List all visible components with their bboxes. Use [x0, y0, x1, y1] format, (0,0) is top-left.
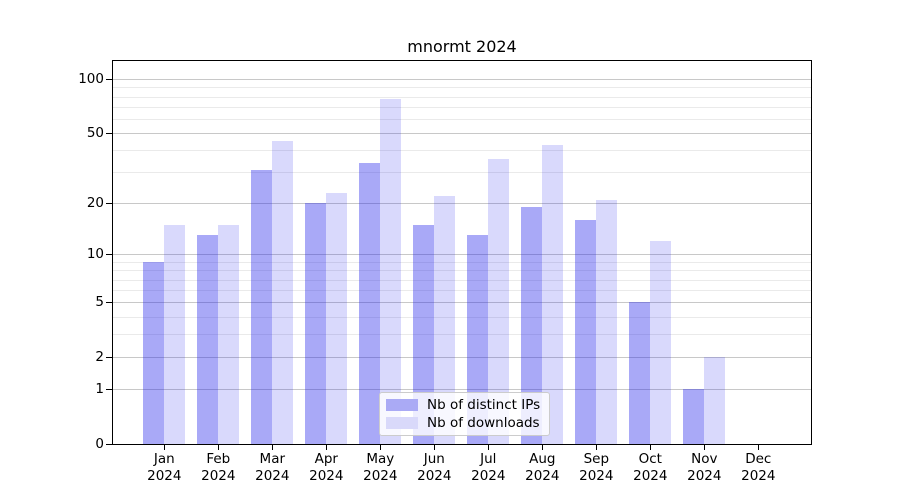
x-tick-mark	[163, 445, 166, 450]
legend-label-downloads: Nb of downloads	[427, 415, 540, 431]
y-tick-label: 50	[86, 125, 104, 142]
bar-ips	[413, 224, 435, 444]
x-tick-mark	[271, 445, 274, 450]
x-tick-label: Sep 2024	[579, 451, 614, 484]
legend-label-distinct-ips: Nb of distinct IPs	[427, 397, 541, 413]
major-gridline	[113, 133, 811, 135]
y-tick-mark	[106, 301, 112, 304]
minor-gridline	[113, 172, 811, 174]
major-gridline	[113, 357, 811, 359]
minor-gridline	[113, 96, 811, 98]
bar-ips	[197, 235, 219, 444]
y-tick-mark	[106, 356, 112, 358]
y-tick-mark	[106, 443, 112, 445]
minor-gridline	[113, 290, 811, 292]
x-tick-mark	[541, 445, 544, 450]
minor-gridline	[113, 316, 811, 318]
bar-downloads	[596, 199, 618, 444]
major-gridline	[113, 389, 811, 391]
legend-item-downloads: Nb of downloads	[386, 415, 543, 431]
bar-ips	[251, 170, 273, 444]
y-tick-label: 20	[86, 195, 104, 212]
y-tick-label: 100	[78, 71, 104, 88]
x-tick-mark	[487, 445, 490, 450]
bar-downloads	[380, 98, 402, 444]
y-tick-mark	[106, 132, 112, 134]
bar-downloads	[650, 241, 672, 444]
x-tick-label: Aug 2024	[525, 451, 560, 484]
minor-gridline	[113, 150, 811, 152]
bar-ips	[575, 220, 597, 444]
x-tick-mark	[649, 445, 652, 450]
x-tick-label: Mar 2024	[255, 451, 290, 484]
x-tick-mark	[217, 445, 220, 450]
major-gridline	[113, 302, 811, 304]
x-tick-label: Nov 2024	[687, 451, 722, 484]
x-tick-label: Feb 2024	[201, 451, 236, 484]
bar-ips	[359, 162, 381, 444]
y-tick-label: 0	[95, 436, 104, 452]
major-gridline	[113, 203, 811, 205]
minor-gridline	[113, 106, 811, 108]
x-tick-label: Jan 2024	[147, 451, 182, 484]
minor-gridline	[113, 270, 811, 272]
minor-gridline	[113, 334, 811, 336]
y-tick-label: 5	[95, 294, 104, 311]
legend-swatch-distinct-ips-icon	[386, 399, 418, 411]
bar-downloads	[704, 357, 726, 444]
x-tick-mark	[595, 445, 598, 450]
x-tick-label: Apr 2024	[309, 451, 344, 484]
bar-ips	[467, 235, 489, 444]
bar-ips	[629, 302, 651, 444]
x-tick-label: Dec 2024	[741, 451, 776, 484]
x-tick-label: Jul 2024	[471, 451, 506, 484]
legend: Nb of distinct IPs Nb of downloads	[379, 392, 550, 436]
minor-gridline	[113, 87, 811, 89]
bar-downloads	[218, 224, 240, 444]
y-tick-mark	[106, 202, 112, 205]
x-tick-mark	[433, 445, 436, 450]
y-tick-mark	[106, 388, 112, 390]
x-tick-mark	[757, 445, 760, 450]
minor-gridline	[113, 279, 811, 281]
y-tick-mark	[106, 78, 112, 80]
plot-area	[112, 60, 812, 445]
y-tick-mark	[106, 253, 112, 256]
x-tick-mark	[379, 445, 382, 450]
bar-downloads	[542, 144, 564, 444]
bar-downloads	[164, 224, 186, 444]
y-tick-label: 2	[95, 349, 104, 366]
bar-ips	[521, 207, 543, 444]
x-tick-label: Oct 2024	[633, 451, 668, 484]
y-tick-label: 10	[86, 246, 104, 263]
x-tick-mark	[703, 445, 706, 450]
bar-downloads	[488, 158, 510, 444]
bar-downloads	[326, 192, 348, 444]
legend-item-distinct-ips: Nb of distinct IPs	[386, 397, 543, 413]
bar-downloads	[272, 141, 294, 444]
x-tick-mark	[325, 445, 328, 450]
major-gridline	[113, 79, 811, 81]
bar-ips	[683, 389, 705, 444]
minor-gridline	[113, 118, 811, 120]
minor-gridline	[113, 261, 811, 263]
x-tick-label: May 2024	[363, 451, 398, 484]
bar-ips	[143, 261, 165, 444]
y-tick-label: 1	[95, 381, 104, 398]
bar-downloads	[434, 196, 456, 444]
chart-title: mnormt 2024	[407, 37, 517, 56]
major-gridline	[113, 254, 811, 256]
legend-swatch-downloads-icon	[386, 417, 418, 429]
bar-ips	[305, 203, 327, 444]
x-tick-label: Jun 2024	[417, 451, 452, 484]
